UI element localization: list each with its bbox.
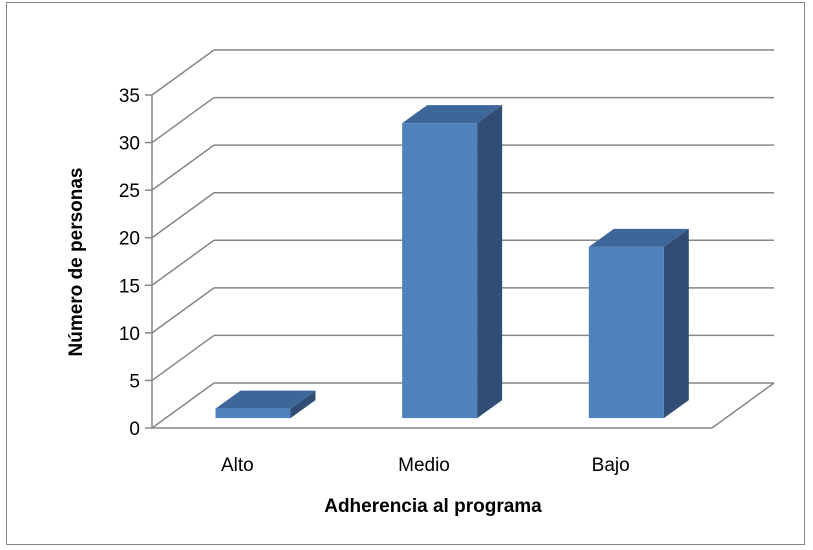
x-tick-label: Bajo <box>592 455 630 476</box>
gridline-diagonal <box>151 287 215 334</box>
y-tick-label: 35 <box>119 86 140 107</box>
bar-side <box>290 390 316 419</box>
y-tick-label: 25 <box>119 181 140 202</box>
y-axis-title: Número de personas <box>66 168 87 357</box>
y-tick-label: 10 <box>119 324 140 345</box>
bar-side <box>663 228 689 419</box>
gridline-diagonal <box>151 192 215 239</box>
x-tick-labels: Alto Medio Bajo <box>221 455 630 476</box>
gridline-diagonal <box>151 239 215 286</box>
bar-medio <box>402 105 503 419</box>
x-axis-title: Adherencia al programa <box>324 496 542 517</box>
bar-top <box>588 228 689 247</box>
y-tick-label: 5 <box>129 371 140 392</box>
gridline-diagonal <box>151 49 215 96</box>
bar-front <box>588 246 664 419</box>
gridline-diagonal <box>151 334 215 382</box>
bar-side <box>477 105 503 419</box>
y-tick-label: 20 <box>119 229 140 250</box>
gridline-diagonal <box>151 382 215 429</box>
x-tick-label: Alto <box>221 455 254 476</box>
floor-edge <box>711 382 775 429</box>
bar-alto <box>215 390 316 419</box>
bar-top <box>402 105 503 124</box>
bars <box>215 105 689 419</box>
y-tick-labels: 0 5 10 15 20 25 30 35 <box>119 86 140 440</box>
gridlines <box>145 49 775 429</box>
bar-bajo <box>588 228 689 419</box>
bar-front <box>215 408 291 419</box>
y-tick-label: 30 <box>119 134 140 155</box>
y-tick-label: 15 <box>119 276 140 297</box>
bar-front <box>402 123 478 419</box>
y-tick-label: 0 <box>129 419 140 440</box>
gridline-diagonal <box>151 96 215 144</box>
bar-top <box>215 390 316 409</box>
gridline-diagonal <box>151 144 215 191</box>
x-tick-label: Medio <box>398 455 450 476</box>
